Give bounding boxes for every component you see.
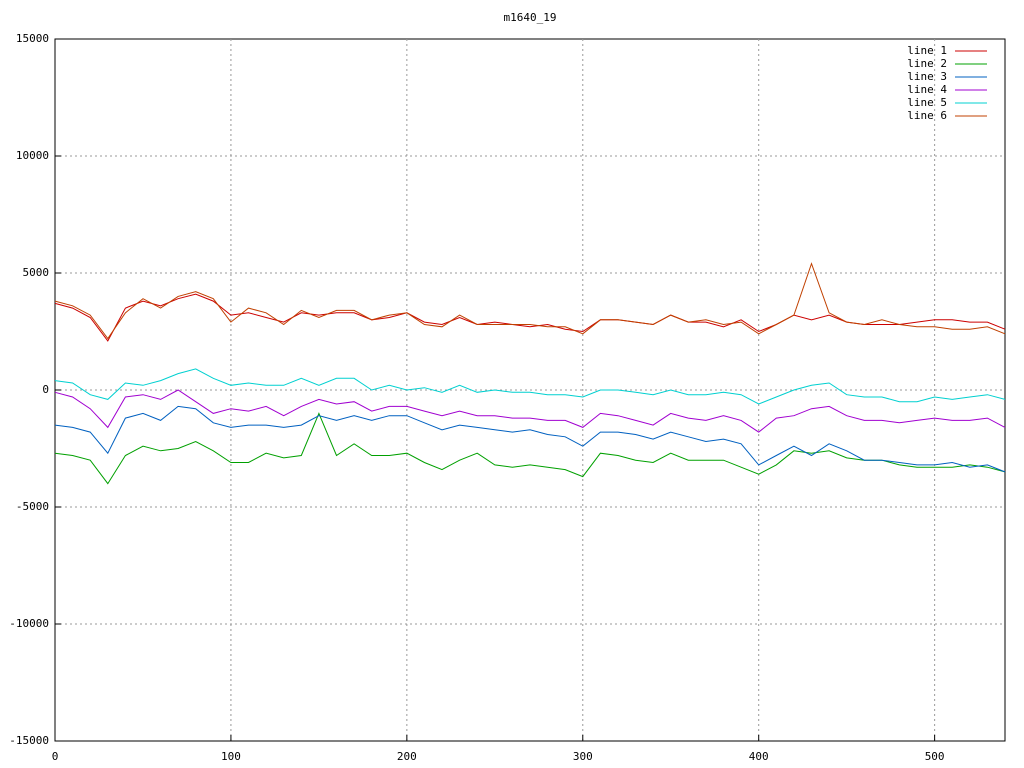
data-line [54,405,1006,473]
y-tick-label: 0 [42,383,49,396]
legend-label: line 1 [907,44,947,57]
data-line [54,293,1006,342]
y-tick-label: -15000 [9,734,49,747]
x-tick-label: 200 [397,750,417,763]
data-line [54,368,1006,405]
x-tick-label: 400 [749,750,769,763]
y-tick-label: 10000 [16,149,49,162]
data-line [54,389,1006,433]
x-tick-label: 100 [221,750,241,763]
legend-label: line 6 [907,109,947,122]
legend-label: line 2 [907,57,947,70]
y-tick-label: 15000 [16,32,49,45]
chart-title: m1640_19 [504,11,557,24]
legend-label: line 5 [907,96,947,109]
y-tick-label: 5000 [23,266,50,279]
x-tick-label: 500 [925,750,945,763]
y-tick-label: -5000 [16,500,49,513]
data-line [54,412,1006,485]
y-tick-label: -10000 [9,617,49,630]
data-line [54,262,1006,340]
x-tick-label: 300 [573,750,593,763]
legend-label: line 4 [907,83,947,96]
legend-label: line 3 [907,70,947,83]
x-tick-label: 0 [52,750,59,763]
